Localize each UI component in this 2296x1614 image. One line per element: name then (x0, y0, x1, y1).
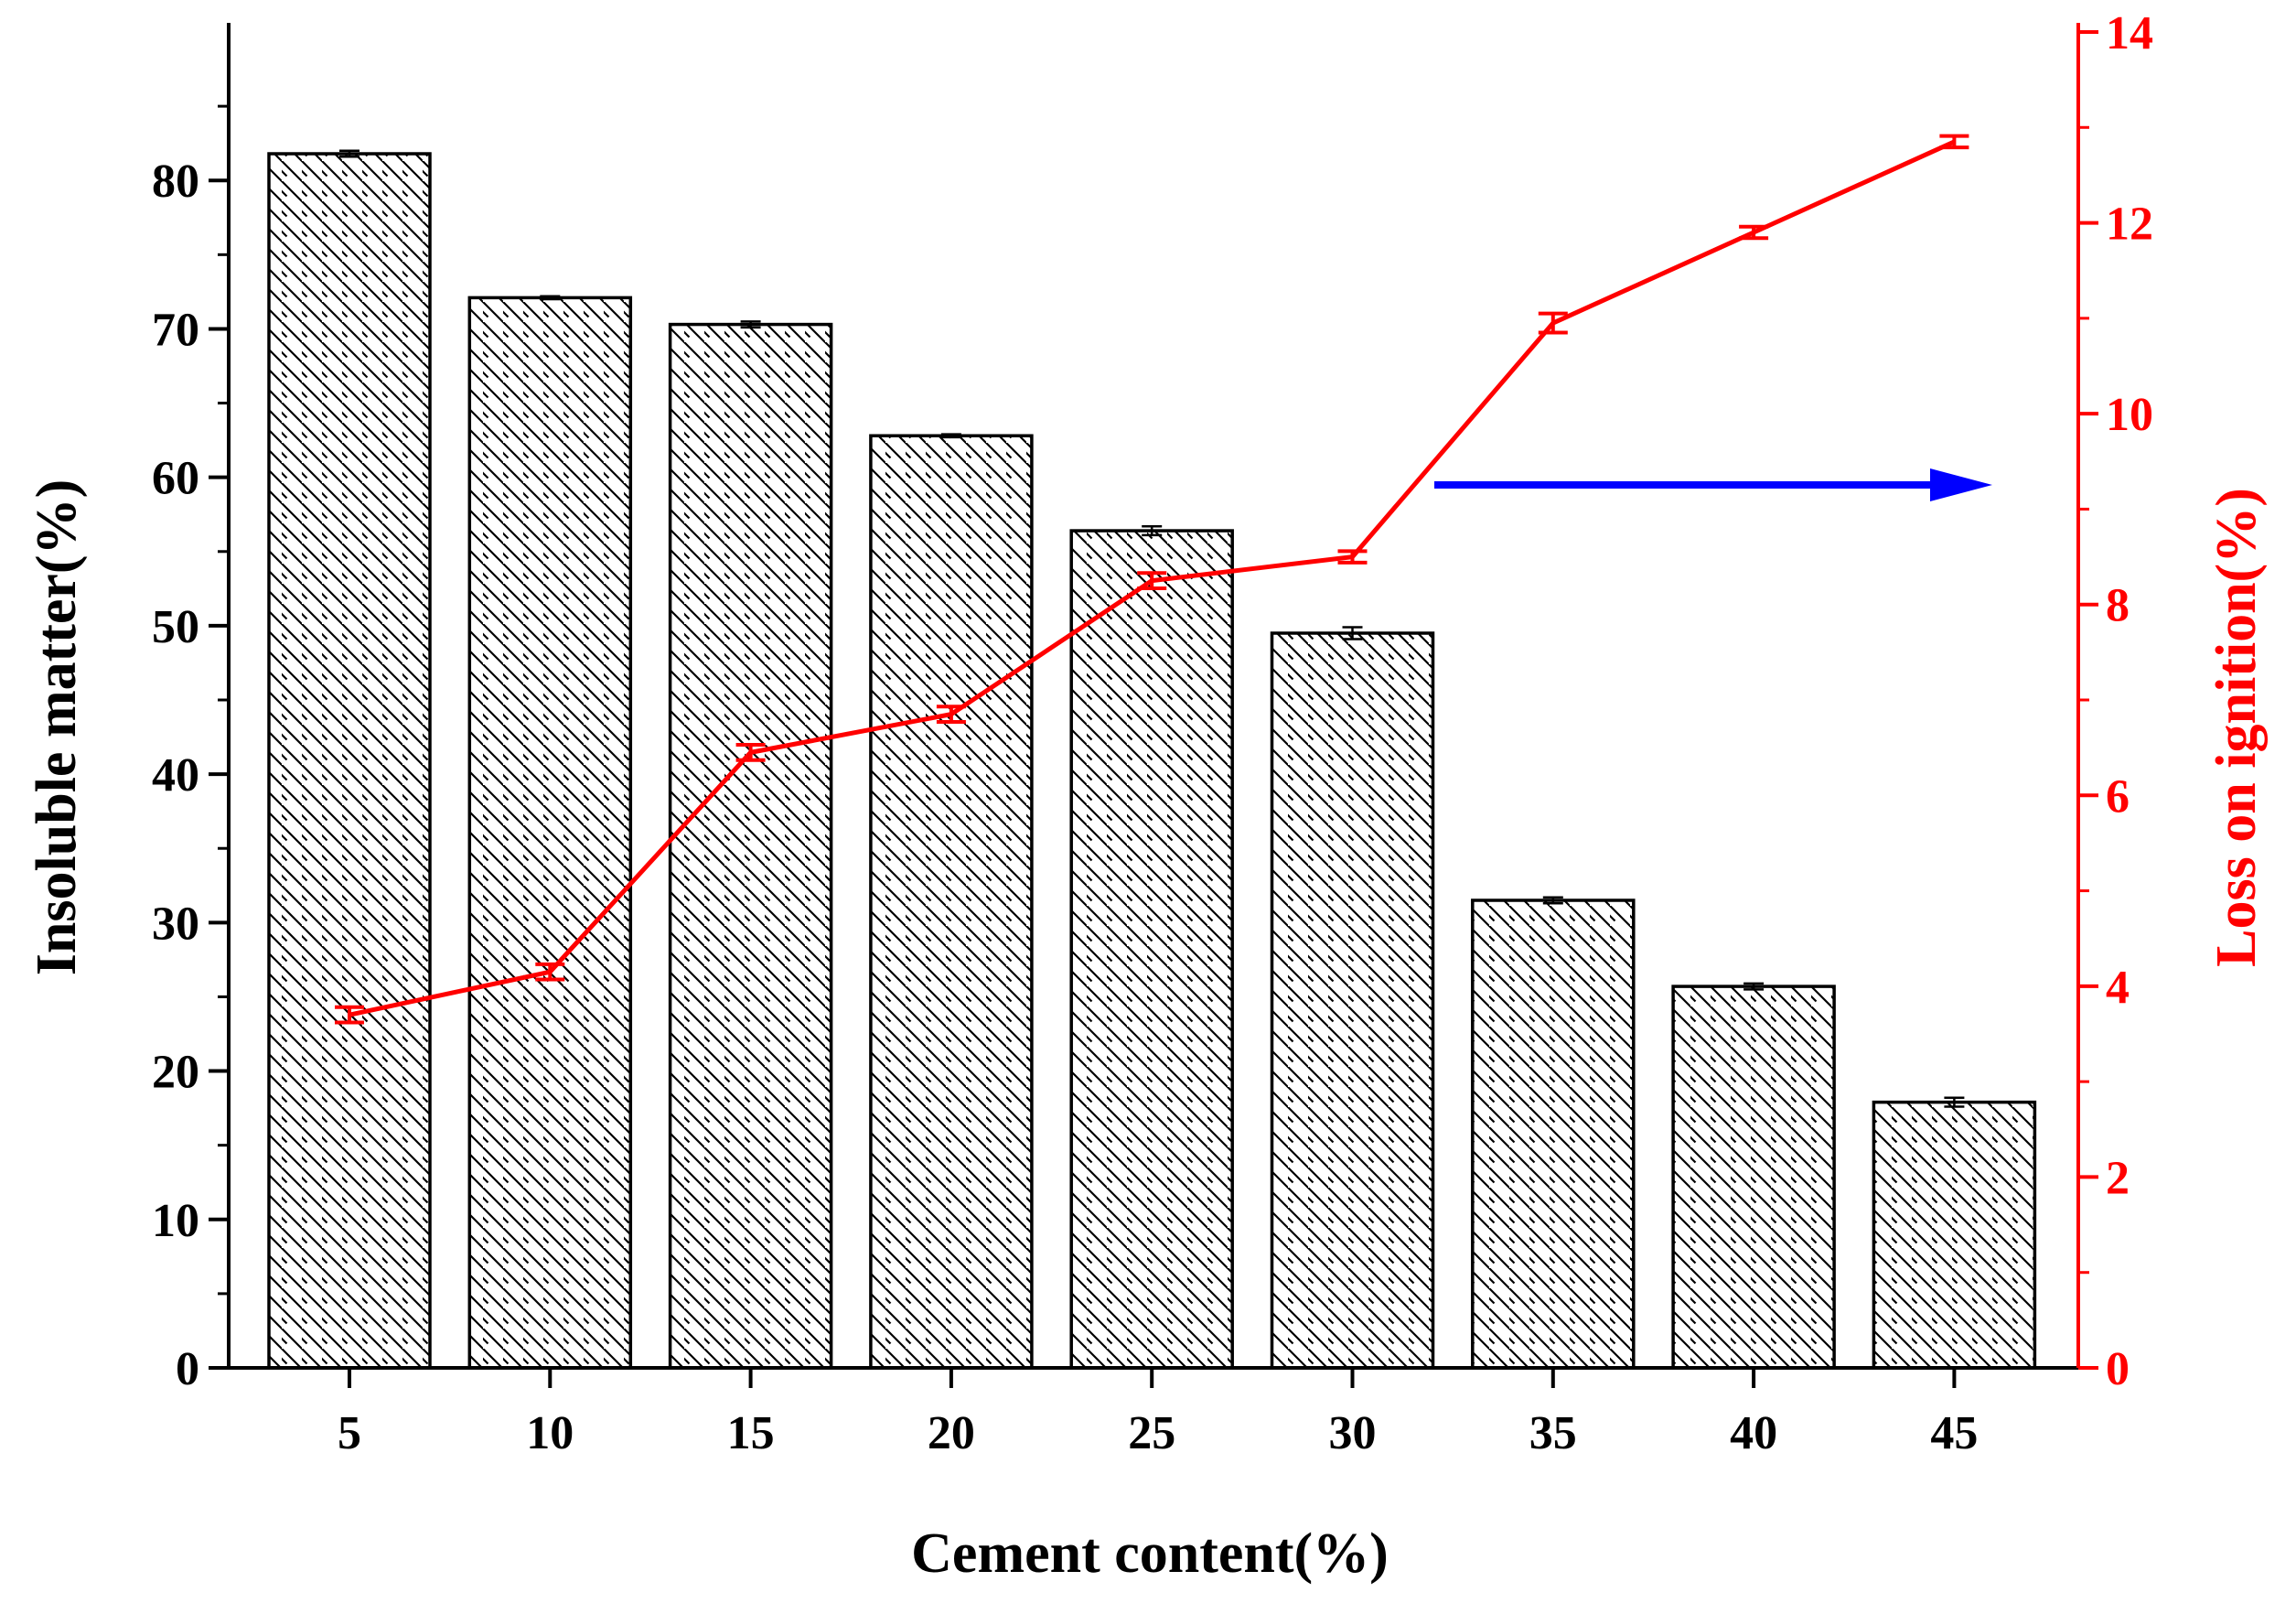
line-point-45 (1939, 134, 1969, 150)
line-point-35 (1538, 311, 1568, 335)
line-point-5 (335, 1005, 364, 1025)
bar-35 (1471, 898, 1636, 1370)
x-tick-label-40: 40 (1730, 1407, 1777, 1459)
bar-error-5 (339, 149, 359, 158)
x-axis-title: Cement content(%) (911, 1523, 1389, 1585)
y2-tick-label-8: 8 (2106, 580, 2130, 632)
y2-tick-label-10: 10 (2106, 389, 2153, 441)
bar-15 (668, 322, 833, 1370)
y2-axis-title: Loss on ignition(%) (2205, 488, 2268, 967)
x-tick-label-25: 25 (1128, 1407, 1175, 1459)
y-tick-label-50: 50 (152, 601, 199, 653)
line-point-25 (1137, 571, 1167, 590)
bar-20 (869, 434, 1034, 1370)
y2-tick-label-2: 2 (2106, 1152, 2130, 1204)
bar-10 (467, 296, 633, 1370)
y2-tick-label-6: 6 (2106, 770, 2130, 823)
bar-error-45 (1944, 1096, 1965, 1108)
y-tick-label-70: 70 (152, 304, 199, 356)
y-axis-title: Insoluble matter(%) (26, 479, 88, 975)
bar-25 (1069, 529, 1234, 1370)
line-point-20 (936, 705, 966, 724)
x-tick-label-45: 45 (1930, 1407, 1978, 1459)
y2-tick-label-4: 4 (2106, 962, 2130, 1014)
axes-layer: 0 10 20 30 40 50 60 70 80 5 10 15 20 25 30 35 40 45 0 2 4 6 8 1… (152, 7, 2153, 1459)
y-tick-label-10: 10 (152, 1195, 199, 1247)
line-point-10 (535, 962, 565, 982)
line-point-40 (1739, 224, 1769, 241)
bar-30 (1270, 631, 1435, 1370)
bar-5 (267, 152, 432, 1370)
bar-error-25 (1142, 524, 1163, 537)
x-tick-label-35: 35 (1529, 1407, 1577, 1459)
y-tick-label-20: 20 (152, 1047, 199, 1099)
x-tick-label-20: 20 (928, 1407, 975, 1459)
bar-45 (1872, 1100, 2037, 1370)
bar-error-40 (1743, 982, 1765, 991)
line-point-30 (1337, 549, 1368, 565)
x-tick-label-10: 10 (526, 1407, 574, 1459)
bar-error-20 (940, 433, 961, 439)
x-tick-label-15: 15 (727, 1407, 775, 1459)
bar-error-10 (540, 295, 561, 301)
x-tick-label-30: 30 (1329, 1407, 1377, 1459)
bar-error-35 (1542, 896, 1563, 905)
y-tick-label-40: 40 (152, 749, 199, 802)
arrow-head (1930, 468, 1992, 501)
y-tick-label-80: 80 (152, 156, 199, 208)
x-tick-label-5: 5 (338, 1407, 361, 1459)
annotation-layer (1434, 468, 1992, 501)
y-tick-label-60: 60 (152, 453, 199, 505)
y-tick-label-30: 30 (152, 898, 199, 950)
y-tick-label-0: 0 (176, 1343, 199, 1395)
y2-tick-label-12: 12 (2106, 199, 2153, 251)
bars-layer (267, 149, 2037, 1370)
bar-error-15 (740, 320, 761, 329)
y2-tick-label-14: 14 (2106, 7, 2153, 59)
line-point-15 (735, 743, 766, 762)
y2-tick-label-0: 0 (2106, 1343, 2130, 1395)
line-layer (335, 134, 1969, 1025)
bar-40 (1671, 985, 1836, 1370)
bar-error-30 (1342, 626, 1363, 640)
